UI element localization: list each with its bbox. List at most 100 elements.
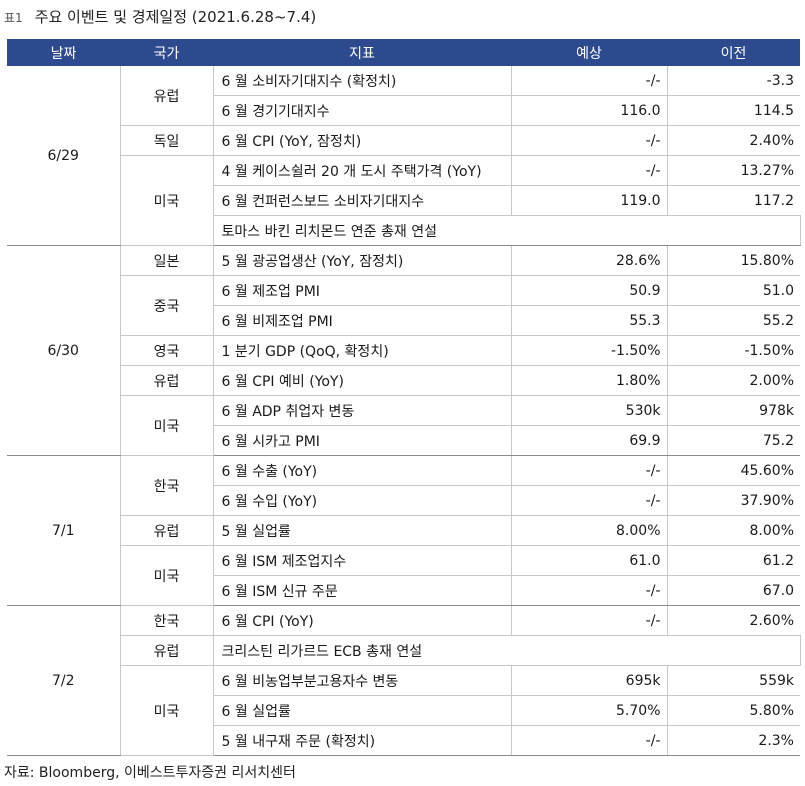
table-row: 6 월 경기기대지수 116.0 114.5 (7, 95, 800, 126)
previous-cell: 978k (667, 395, 800, 426)
expected-cell: 116.0 (511, 95, 668, 126)
table-row: 6 월 컨퍼런스보드 소비자기대지수 119.0 117.2 (7, 185, 800, 216)
country-cell: 유럽 (120, 66, 214, 126)
country-cell: 미국 (120, 395, 214, 456)
expected-cell: -/- (511, 66, 668, 96)
indicator-cell: 6 월 컨퍼런스보드 소비자기대지수 (213, 185, 512, 216)
expected-cell: 8.00% (511, 515, 668, 546)
indicator-cell: 6 월 ISM 신규 주문 (213, 575, 512, 606)
table-row: 영국 1 분기 GDP (QoQ, 확정치) -1.50% -1.50% (7, 335, 800, 366)
expected-cell: 61.0 (511, 545, 668, 576)
table-row: 미국 6 월 비농업부분고용자수 변동 695k 559k (7, 665, 800, 756)
header-previous: 이전 (667, 39, 800, 66)
indicator-cell: 6 월 수입 (YoY) (213, 485, 512, 516)
table-row: 6/29 유럽 6 월 소비자기대지수 (확정치) -/- -3.3 (7, 66, 800, 246)
table-row: 유럽 5 월 실업률 8.00% 8.00% (7, 515, 800, 546)
indicator-cell: 6 월 수출 (YoY) (213, 455, 512, 486)
table-title: 주요 이벤트 및 경제일정 (2021.6.28~7.4) (34, 8, 317, 26)
expected-cell: -/- (511, 605, 668, 636)
country-cell: 유럽 (120, 365, 214, 396)
previous-cell: 117.2 (667, 185, 800, 216)
table-row: 유럽 6 월 CPI 예비 (YoY) 1.80% 2.00% (7, 365, 800, 396)
previous-cell: 75.2 (667, 425, 800, 456)
previous-cell: 55.2 (667, 305, 800, 336)
expected-cell: 5.70% (511, 695, 668, 726)
previous-cell: 13.27% (667, 155, 800, 186)
indicator-cell: 6 월 ADP 취업자 변동 (213, 395, 512, 426)
expected-cell: -/- (511, 575, 668, 606)
table-row: 6 월 수입 (YoY) -/- 37.90% (7, 485, 800, 516)
previous-cell: 8.00% (667, 515, 800, 546)
indicator-cell: 5 월 내구재 주문 (확정치) (213, 725, 512, 756)
previous-cell: -3.3 (667, 66, 800, 96)
country-cell: 미국 (120, 545, 214, 606)
country-cell: 영국 (120, 335, 214, 366)
previous-cell: 2.60% (667, 605, 800, 636)
indicator-cell: 6 월 제조업 PMI (213, 275, 512, 306)
previous-cell: 5.80% (667, 695, 800, 726)
table-row: 6 월 시카고 PMI 69.9 75.2 (7, 425, 800, 456)
table-row: 토마스 바킨 리치몬드 연준 총재 연설 (7, 215, 801, 246)
event-cell: 토마스 바킨 리치몬드 연준 총재 연설 (213, 215, 801, 246)
economic-calendar-table: 날짜 국가 지표 예상 이전 6/29 유럽 6 월 소비자기대지수 (확정치)… (7, 39, 801, 756)
expected-cell: 695k (511, 665, 668, 696)
country-cell: 유럽 (120, 635, 214, 666)
table-title-row: 표1 주요 이벤트 및 경제일정 (2021.6.28~7.4) (4, 6, 316, 28)
table-row: 중국 6 월 제조업 PMI 50.9 51.0 (7, 275, 800, 336)
country-cell: 한국 (120, 455, 214, 516)
indicator-cell: 1 분기 GDP (QoQ, 확정치) (213, 335, 512, 366)
header-country: 국가 (120, 39, 213, 66)
previous-cell: 2.40% (667, 125, 800, 156)
country-cell: 중국 (120, 275, 214, 336)
previous-cell: 2.3% (667, 725, 800, 756)
table-row: 미국 4 월 케이스쉴러 20 개 도시 주택가격 (YoY) -/- 13.2… (7, 155, 800, 246)
previous-cell: 2.00% (667, 365, 800, 396)
table-row: 6 월 실업률 5.70% 5.80% (7, 695, 800, 726)
previous-cell: 45.60% (667, 455, 800, 486)
indicator-cell: 6 월 실업률 (213, 695, 512, 726)
expected-cell: 530k (511, 395, 668, 426)
indicator-cell: 6 월 CPI 예비 (YoY) (213, 365, 512, 396)
expected-cell: -/- (511, 485, 668, 516)
indicator-cell: 6 월 비농업부분고용자수 변동 (213, 665, 512, 696)
country-cell: 유럽 (120, 515, 214, 546)
country-cell: 미국 (120, 665, 214, 756)
date-cell: 7/1 (7, 455, 121, 606)
expected-cell: 55.3 (511, 305, 668, 336)
table-row: 유럽 크리스틴 리가르드 ECB 총재 연설 (7, 635, 801, 666)
country-cell: 미국 (120, 155, 214, 246)
previous-cell: 67.0 (667, 575, 800, 606)
header-date: 날짜 (7, 39, 120, 66)
header-expected: 예상 (511, 39, 667, 66)
indicator-cell: 6 월 시카고 PMI (213, 425, 512, 456)
expected-cell: 1.80% (511, 365, 668, 396)
expected-cell: 69.9 (511, 425, 668, 456)
date-cell: 6/29 (7, 66, 121, 246)
date-cell: 6/30 (7, 245, 121, 456)
indicator-cell: 5 월 광공업생산 (YoY, 잠정치) (213, 245, 512, 276)
indicator-cell: 6 월 소비자기대지수 (확정치) (213, 66, 512, 96)
previous-cell: 559k (667, 665, 800, 696)
expected-cell: 28.6% (511, 245, 668, 276)
indicator-cell: 6 월 CPI (YoY) (213, 605, 512, 636)
table-row: 미국 6 월 ADP 취업자 변동 530k 978k (7, 395, 800, 456)
header-indicator: 지표 (213, 39, 511, 66)
table-row: 7/1 한국 6 월 수출 (YoY) -/- 45.60% (7, 455, 800, 606)
source-note: 자료: Bloomberg, 이베스트투자증권 리서치센터 (4, 765, 296, 781)
previous-cell: -1.50% (667, 335, 800, 366)
indicator-cell: 6 월 ISM 제조업지수 (213, 545, 512, 576)
table-row: 7/2 한국 6 월 CPI (YoY) -/- 2.60% (7, 605, 800, 756)
expected-cell: -/- (511, 455, 668, 486)
table-row: 독일 6 월 CPI (YoY, 잠정치) -/- 2.40% (7, 125, 800, 156)
previous-cell: 37.90% (667, 485, 800, 516)
previous-cell: 51.0 (667, 275, 800, 306)
country-cell: 한국 (120, 605, 214, 636)
indicator-cell: 6 월 경기기대지수 (213, 95, 512, 126)
expected-cell: -/- (511, 155, 668, 186)
header-row: 날짜 국가 지표 예상 이전 (7, 39, 800, 66)
indicator-cell: 4 월 케이스쉴러 20 개 도시 주택가격 (YoY) (213, 155, 512, 186)
date-cell: 7/2 (7, 605, 121, 756)
country-cell: 독일 (120, 125, 214, 156)
table-row: 5 월 내구재 주문 (확정치) -/- 2.3% (7, 725, 800, 756)
previous-cell: 15.80% (667, 245, 800, 276)
